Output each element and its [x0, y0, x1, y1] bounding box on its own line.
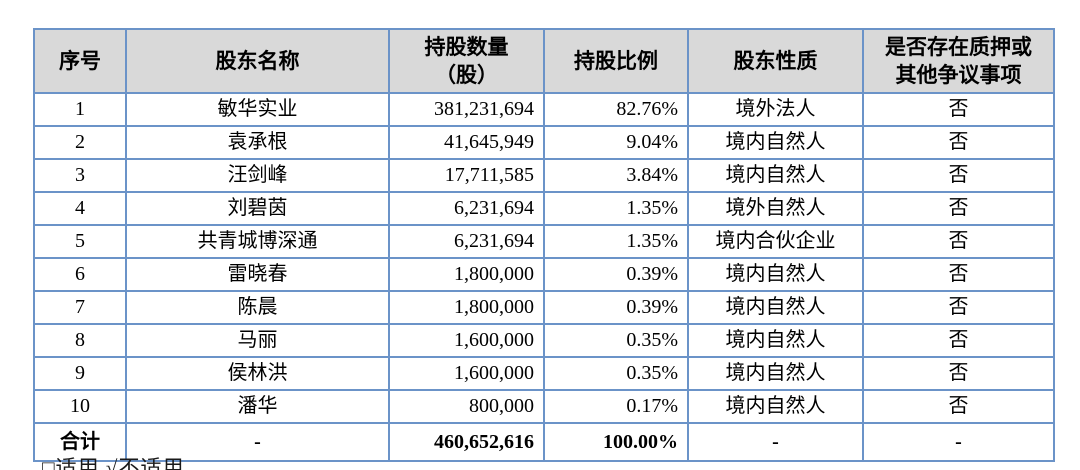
- table-row: 5 共青城博深通 6,231,694 1.35% 境内合伙企业 否: [33, 224, 1055, 259]
- cell-name: 汪剑峰: [125, 158, 390, 193]
- cell-nature: 境内自然人: [687, 323, 864, 358]
- cell-pledge: 否: [862, 257, 1055, 292]
- cell-pledge: 否: [862, 191, 1055, 226]
- header-cell-ratio: 持股比例: [543, 28, 689, 94]
- cell-ratio: 1.35%: [543, 224, 689, 259]
- cell-ratio: 3.84%: [543, 158, 689, 193]
- cell-index: 8: [33, 323, 127, 358]
- table-row: 9 侯林洪 1,600,000 0.35% 境内自然人 否: [33, 356, 1055, 391]
- cell-pledge: 否: [862, 290, 1055, 325]
- cell-nature: 境内自然人: [687, 125, 864, 160]
- total-cell-pledge: -: [862, 422, 1055, 462]
- cell-shares: 41,645,949: [388, 125, 545, 160]
- cell-ratio: 9.04%: [543, 125, 689, 160]
- cell-index: 4: [33, 191, 127, 226]
- header-label-line2: 其他争议事项: [895, 63, 1022, 87]
- shareholder-table: 序号 股东名称 持股数量 （股） 持股比例 股东性质 是否存在质押或 其他争议事…: [33, 28, 1055, 462]
- table-row: 6 雷晓春 1,800,000 0.39% 境内自然人 否: [33, 257, 1055, 292]
- cell-index: 1: [33, 92, 127, 127]
- cell-pledge: 否: [862, 158, 1055, 193]
- cell-index: 6: [33, 257, 127, 292]
- cell-nature: 境内自然人: [687, 290, 864, 325]
- total-cell-nature: -: [687, 422, 864, 462]
- cell-shares: 1,600,000: [388, 356, 545, 391]
- header-label-line1: 持股数量: [424, 35, 509, 59]
- cell-name: 雷晓春: [125, 257, 390, 292]
- cell-pledge: 否: [862, 224, 1055, 259]
- cell-index: 7: [33, 290, 127, 325]
- cell-name: 共青城博深通: [125, 224, 390, 259]
- cell-pledge: 否: [862, 389, 1055, 424]
- header-label: 股东性质: [733, 49, 818, 73]
- cell-name: 马丽: [125, 323, 390, 358]
- header-label: 序号: [59, 49, 101, 73]
- cell-ratio: 0.35%: [543, 323, 689, 358]
- cell-nature: 境内自然人: [687, 356, 864, 391]
- total-cell-name: -: [125, 422, 390, 462]
- cell-index: 9: [33, 356, 127, 391]
- table-row: 10 潘华 800,000 0.17% 境内自然人 否: [33, 389, 1055, 424]
- header-label: 持股比例: [574, 49, 658, 73]
- table-header-row: 序号 股东名称 持股数量 （股） 持股比例 股东性质 是否存在质押或 其他争议事…: [33, 28, 1055, 94]
- cell-nature: 境内自然人: [687, 389, 864, 424]
- header-cell-nature: 股东性质: [687, 28, 864, 94]
- header-label: 股东名称: [215, 49, 300, 73]
- cell-ratio: 1.35%: [543, 191, 689, 226]
- cell-ratio: 0.35%: [543, 356, 689, 391]
- cell-name: 潘华: [125, 389, 390, 424]
- cell-shares: 800,000: [388, 389, 545, 424]
- cell-pledge: 否: [862, 92, 1055, 127]
- applicability-checkbox-line: □适用 √不适用: [42, 456, 185, 470]
- cell-name: 陈晨: [125, 290, 390, 325]
- cell-name: 侯林洪: [125, 356, 390, 391]
- table-row: 7 陈晨 1,800,000 0.39% 境内自然人 否: [33, 290, 1055, 325]
- total-cell-shares: 460,652,616: [388, 422, 545, 462]
- cell-shares: 381,231,694: [388, 92, 545, 127]
- cell-name: 袁承根: [125, 125, 390, 160]
- cell-pledge: 否: [862, 323, 1055, 358]
- header-label-line1: 是否存在质押或: [885, 35, 1032, 59]
- cell-shares: 1,800,000: [388, 257, 545, 292]
- header-cell-pledge: 是否存在质押或 其他争议事项: [862, 28, 1055, 94]
- cell-index: 2: [33, 125, 127, 160]
- table-row: 1 敏华实业 381,231,694 82.76% 境外法人 否: [33, 92, 1055, 127]
- table-row: 3 汪剑峰 17,711,585 3.84% 境内自然人 否: [33, 158, 1055, 193]
- header-cell-name: 股东名称: [125, 28, 390, 94]
- total-cell-ratio: 100.00%: [543, 422, 689, 462]
- cell-shares: 6,231,694: [388, 224, 545, 259]
- cell-shares: 1,800,000: [388, 290, 545, 325]
- cell-ratio: 0.17%: [543, 389, 689, 424]
- cell-shares: 17,711,585: [388, 158, 545, 193]
- cell-shares: 1,600,000: [388, 323, 545, 358]
- total-cell-index: 合计: [33, 422, 127, 462]
- table-row: 4 刘碧茵 6,231,694 1.35% 境外自然人 否: [33, 191, 1055, 226]
- cell-index: 3: [33, 158, 127, 193]
- cell-ratio: 0.39%: [543, 257, 689, 292]
- cell-index: 10: [33, 389, 127, 424]
- table-row: 2 袁承根 41,645,949 9.04% 境内自然人 否: [33, 125, 1055, 160]
- header-cell-index: 序号: [33, 28, 127, 94]
- header-cell-shares: 持股数量 （股）: [388, 28, 545, 94]
- cell-index: 5: [33, 224, 127, 259]
- cell-pledge: 否: [862, 356, 1055, 391]
- cell-nature: 境外法人: [687, 92, 864, 127]
- cell-pledge: 否: [862, 125, 1055, 160]
- header-label-line2: （股）: [435, 63, 498, 87]
- cell-name: 刘碧茵: [125, 191, 390, 226]
- table-total-row: 合计 - 460,652,616 100.00% - -: [33, 422, 1055, 462]
- cell-name: 敏华实业: [125, 92, 390, 127]
- cell-nature: 境内自然人: [687, 158, 864, 193]
- cell-ratio: 82.76%: [543, 92, 689, 127]
- cell-nature: 境内合伙企业: [687, 224, 864, 259]
- cell-shares: 6,231,694: [388, 191, 545, 226]
- cell-ratio: 0.39%: [543, 290, 689, 325]
- cell-nature: 境内自然人: [687, 257, 864, 292]
- cell-nature: 境外自然人: [687, 191, 864, 226]
- table-row: 8 马丽 1,600,000 0.35% 境内自然人 否: [33, 323, 1055, 358]
